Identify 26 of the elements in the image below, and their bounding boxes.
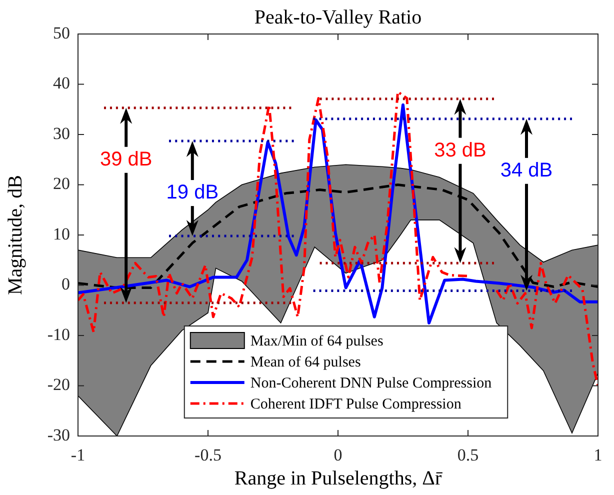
chart-title: Peak-to-Valley Ratio xyxy=(254,6,422,28)
annotation: 19 dB xyxy=(166,182,219,204)
legend-label: Max/Min of 64 pulses xyxy=(250,333,384,350)
x-tick-label: 0.5 xyxy=(457,446,479,465)
x-axis-title: Range in Pulselengths, Δr̄ xyxy=(234,467,444,490)
y-tick-label: -30 xyxy=(47,425,70,444)
x-tick-label: -0.5 xyxy=(194,446,222,465)
y-tick-label: 30 xyxy=(53,124,70,143)
y-tick-label: 50 xyxy=(53,23,70,42)
legend-label: Coherent IDFT Pulse Compression xyxy=(250,396,462,412)
annotation: 39 dB xyxy=(100,148,152,170)
x-tick-label: 0 xyxy=(334,446,342,465)
x-tick-label: 1 xyxy=(594,446,602,465)
y-tick-label: 0 xyxy=(62,274,70,294)
annotation: 33 dB xyxy=(434,139,486,162)
y-tick-label: -20 xyxy=(47,375,70,394)
y-axis-title: Magnitude, dB xyxy=(4,175,26,295)
legend-label: Mean of 64 pulses xyxy=(250,354,361,370)
annotation: 34 dB xyxy=(500,159,553,182)
y-tick-label: 20 xyxy=(53,174,70,194)
line-series xyxy=(78,184,598,290)
y-tick-label: 40 xyxy=(53,74,70,93)
legend-label: Non-Coherent DNN Pulse Compression xyxy=(250,375,492,392)
x-tick-label: -1 xyxy=(70,446,86,465)
y-tick-label: 10 xyxy=(53,224,70,244)
y-tick-label: -10 xyxy=(47,324,70,344)
